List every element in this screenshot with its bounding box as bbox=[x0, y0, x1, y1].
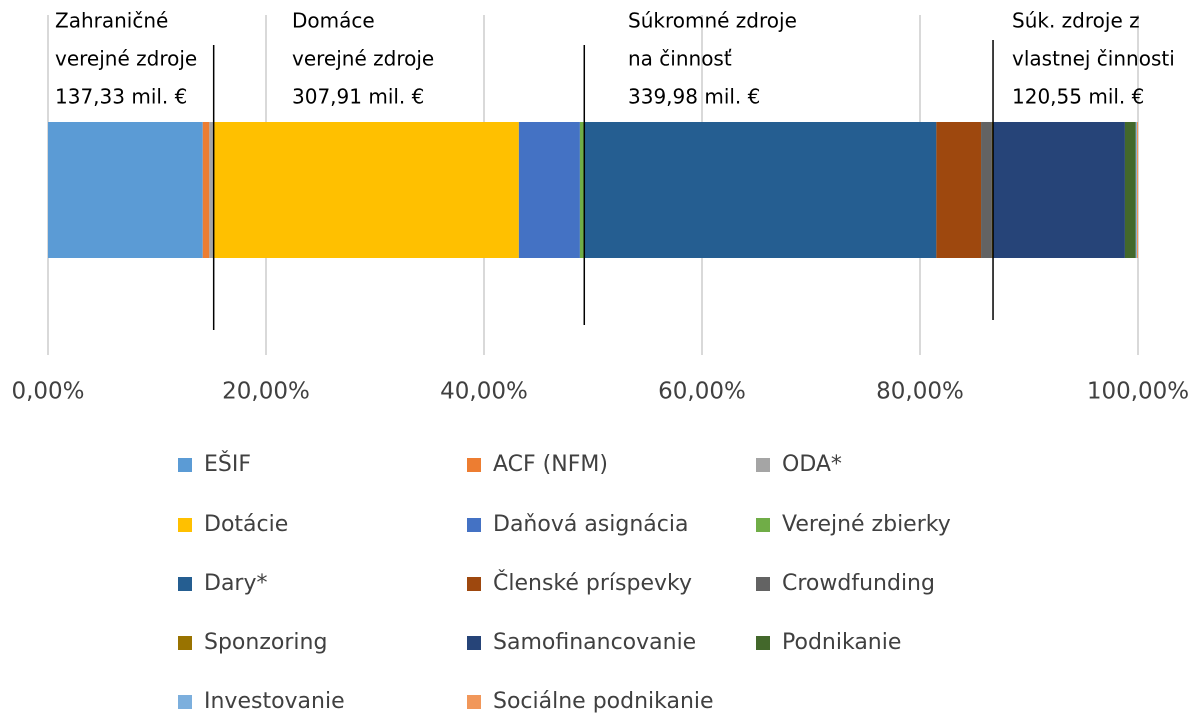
legend-label: Sociálne podnikanie bbox=[493, 689, 714, 714]
x-tick-label: 0,00% bbox=[11, 379, 84, 405]
annotation: Súk. zdroje z bbox=[1012, 9, 1140, 33]
legend-swatch bbox=[756, 577, 770, 591]
legend-swatch bbox=[467, 518, 481, 532]
annotation: 339,98 mil. € bbox=[628, 85, 760, 109]
legend-swatch bbox=[178, 518, 192, 532]
annotation: verejné zdroje bbox=[292, 47, 434, 71]
annotation: 120,55 mil. € bbox=[1012, 85, 1144, 109]
x-tick-label: 60,00% bbox=[658, 379, 746, 405]
legend-swatch bbox=[178, 636, 192, 650]
legend-swatch bbox=[467, 636, 481, 650]
annotation: Súkromné zdroje bbox=[628, 9, 797, 33]
annotation: vlastnej činnosti bbox=[1012, 47, 1175, 71]
x-tick-label: 100,00% bbox=[1087, 379, 1189, 405]
legend-label: Crowdfunding bbox=[782, 571, 935, 596]
legend-label: ACF (NFM) bbox=[493, 452, 608, 477]
bar-segment bbox=[1124, 122, 1136, 258]
legend-swatch bbox=[178, 695, 192, 709]
annotation: na činnosť bbox=[628, 47, 732, 71]
bar-segment bbox=[584, 122, 937, 258]
legend-label: Daňová asignácia bbox=[493, 512, 688, 537]
legend-swatch bbox=[756, 458, 770, 472]
annotation: 307,91 mil. € bbox=[292, 85, 424, 109]
annotation: Zahraničné bbox=[55, 9, 168, 33]
legend-label: Verejné zbierky bbox=[782, 512, 951, 537]
legend-label: Podnikanie bbox=[782, 630, 901, 655]
bar-segment bbox=[1136, 122, 1138, 258]
legend-swatch bbox=[756, 518, 770, 532]
bar-segment bbox=[202, 122, 210, 258]
bar-segment bbox=[936, 122, 982, 258]
legend-swatch bbox=[467, 695, 481, 709]
bar-segment bbox=[213, 122, 519, 258]
bar-segment bbox=[518, 122, 580, 258]
legend-label: ODA* bbox=[782, 452, 842, 477]
legend-swatch bbox=[178, 577, 192, 591]
x-tick-label: 80,00% bbox=[876, 379, 964, 405]
bar-segment bbox=[981, 122, 992, 258]
legend-swatch bbox=[467, 458, 481, 472]
bar-segment bbox=[579, 122, 585, 258]
legend-label: Dotácie bbox=[204, 512, 288, 537]
annotation: 137,33 mil. € bbox=[55, 85, 187, 109]
bar-segment bbox=[48, 122, 203, 258]
x-tick-label: 20,00% bbox=[222, 379, 310, 405]
legend-label: Sponzoring bbox=[204, 630, 327, 655]
annotation: Domáce bbox=[292, 9, 375, 33]
bar-segment bbox=[209, 122, 214, 258]
legend-label: EŠIF bbox=[204, 451, 251, 477]
legend-swatch bbox=[756, 636, 770, 650]
bar-segment bbox=[1135, 122, 1137, 258]
annotation: verejné zdroje bbox=[55, 47, 197, 71]
legend-label: Investovanie bbox=[204, 689, 345, 714]
legend-swatch bbox=[467, 577, 481, 591]
legend-label: Členské príspevky bbox=[493, 570, 692, 596]
legend-label: Samofinancovanie bbox=[493, 630, 696, 655]
legend-swatch bbox=[178, 458, 192, 472]
x-tick-label: 40,00% bbox=[440, 379, 528, 405]
legend-label: Dary* bbox=[204, 571, 268, 596]
bar-segment bbox=[993, 122, 1125, 258]
